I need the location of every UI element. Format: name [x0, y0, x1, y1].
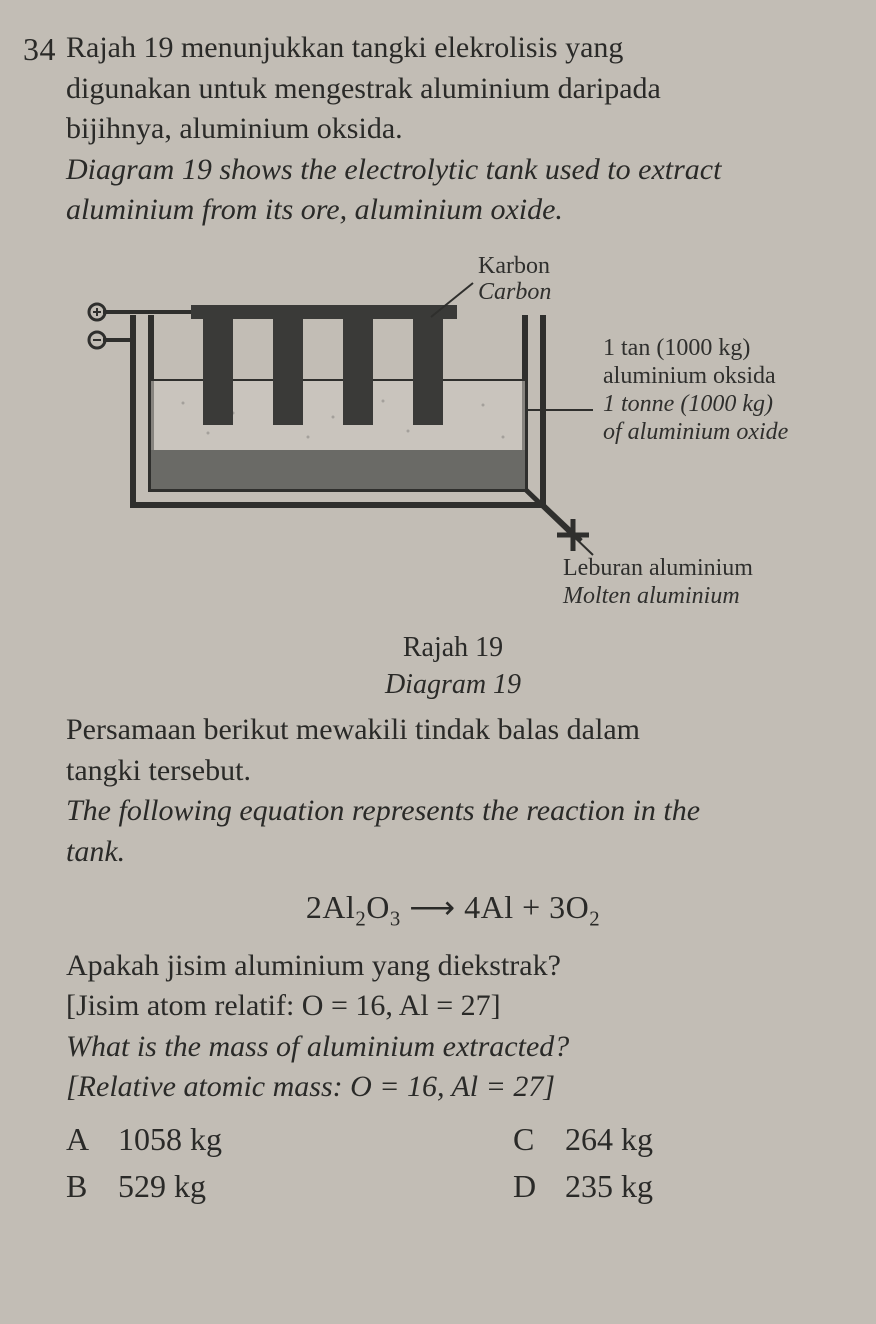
- molten-pool: [151, 450, 525, 489]
- question-number: 34: [8, 28, 56, 71]
- choice-b: B 529 kg: [66, 1165, 393, 1208]
- body2-my-line: tangki tersebut.: [66, 754, 251, 787]
- stem-en-line: Diagram 19 shows the electrolytic tank u…: [66, 153, 721, 186]
- diagram-wrapper: Karbon Carbon 1 tan (1000 kg) aluminium …: [66, 245, 840, 705]
- eq-sub: 2: [355, 907, 366, 930]
- label-carbon-my: Karbon: [478, 253, 550, 279]
- choice-text: 235 kg: [565, 1165, 653, 1208]
- choice-a: A 1058 kg: [66, 1118, 393, 1161]
- body2-my-line: Persamaan berikut mewakili tindak balas …: [66, 713, 640, 746]
- page: 34 Rajah 19 menunjukkan tangki elekrolis…: [0, 0, 876, 1324]
- eq-mid: O: [366, 889, 390, 925]
- eq-lhs: 2Al: [306, 889, 356, 925]
- stem-english: Diagram 19 shows the electrolytic tank u…: [66, 150, 840, 231]
- eq-rhs: 4Al + 3O: [464, 889, 589, 925]
- caption-en: Diagram 19: [385, 669, 521, 700]
- label-oxide-en-2: of aluminium oxide: [603, 419, 789, 445]
- body2-en: The following equation represents the re…: [66, 791, 840, 872]
- question-body: Rajah 19 menunjukkan tangki elekrolisis …: [66, 28, 840, 1208]
- choice-letter: C: [513, 1118, 543, 1161]
- ask-en: What is the mass of aluminium extracted?: [66, 1027, 840, 1068]
- eq-arrow: ⟶: [401, 889, 464, 925]
- stem-my-line: digunakan untuk mengestrak aluminium dar…: [66, 72, 661, 105]
- equation: 2Al2O3 ⟶ 4Al + 3O2: [66, 886, 840, 933]
- diagram-caption: Rajah 19 Diagram 19: [66, 629, 840, 705]
- label-oxide-my-2: aluminium oksida: [603, 363, 776, 389]
- label-molten-my: Leburan aluminium: [563, 555, 753, 581]
- label-molten-en: Molten aluminium: [562, 583, 740, 609]
- body2-my: Persamaan berikut mewakili tindak balas …: [66, 710, 840, 791]
- choice-c: C 264 kg: [513, 1118, 840, 1161]
- eq-sub: 2: [589, 907, 600, 930]
- label-oxide-my-1: 1 tan (1000 kg): [603, 335, 750, 361]
- label-oxide-en-1: 1 tonne (1000 kg): [603, 391, 773, 417]
- label-carbon-en: Carbon: [478, 279, 551, 305]
- stem-my-line: bijihnya, aluminium oksida.: [66, 112, 403, 145]
- choice-letter: B: [66, 1165, 96, 1208]
- choice-text: 264 kg: [565, 1118, 653, 1161]
- ask-my-bracket: [Jisim atom relatif: O = 16, Al = 27]: [66, 986, 840, 1027]
- body2-en-line: tank.: [66, 835, 125, 868]
- electrolysis-diagram: Karbon Carbon 1 tan (1000 kg) aluminium …: [73, 245, 833, 625]
- eq-sub: 3: [390, 907, 401, 930]
- ask-my: Apakah jisim aluminium yang diekstrak?: [66, 946, 840, 987]
- question-head: 34 Rajah 19 menunjukkan tangki elekrolis…: [8, 28, 840, 1208]
- choice-letter: A: [66, 1118, 96, 1161]
- choice-text: 1058 kg: [118, 1118, 222, 1161]
- choices-grid: A 1058 kg C 264 kg B 529 kg D 235 kg: [66, 1118, 840, 1208]
- choice-letter: D: [513, 1165, 543, 1208]
- stem-en-line: aluminium from its ore, aluminium oxide.: [66, 193, 563, 226]
- caption-my: Rajah 19: [403, 632, 503, 663]
- choice-d: D 235 kg: [513, 1165, 840, 1208]
- stem-malay: Rajah 19 menunjukkan tangki elekrolisis …: [66, 28, 840, 150]
- choice-text: 529 kg: [118, 1165, 206, 1208]
- body2-en-line: The following equation represents the re…: [66, 794, 700, 827]
- ask-en-bracket: [Relative atomic mass: O = 16, Al = 27]: [66, 1067, 840, 1108]
- stem-my-line: Rajah 19 menunjukkan tangki elekrolisis …: [66, 31, 623, 64]
